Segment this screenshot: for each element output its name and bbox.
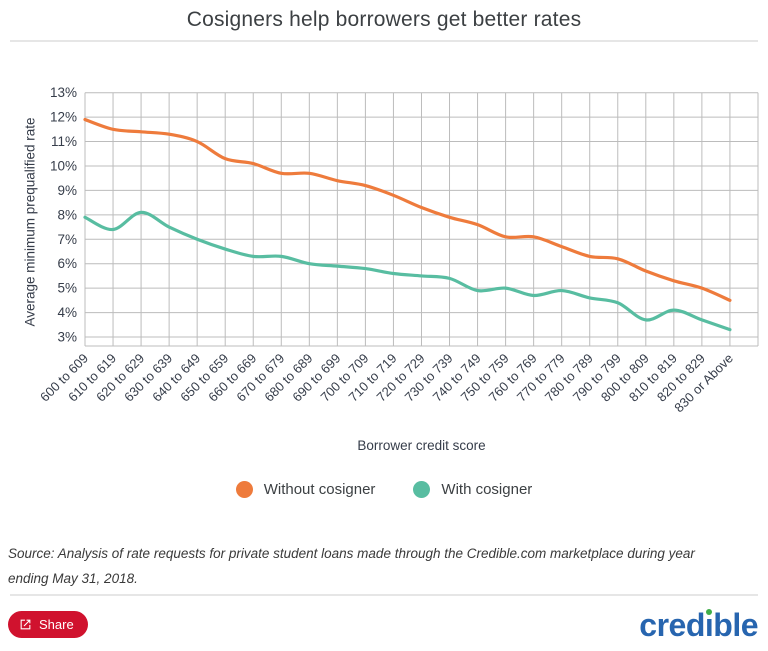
footer-divider	[10, 594, 758, 596]
y-tick-label: 3%	[57, 330, 77, 345]
legend-item-with-cosigner: With cosigner	[413, 481, 532, 498]
y-tick-label: 4%	[57, 305, 77, 320]
source-note-line1: Source: Analysis of rate requests for pr…	[8, 546, 695, 561]
legend-swatch-orange	[235, 481, 253, 498]
logo-i-letter: ı	[704, 607, 714, 643]
x-axis-title: Borrower credit score	[357, 438, 486, 453]
series-line-with-cosigner	[83, 210, 732, 332]
source-note: Source: Analysis of rate requests for pr…	[8, 541, 760, 591]
y-tick-label: 8%	[57, 207, 77, 222]
legend: Without cosigner With cosigner	[0, 481, 768, 498]
y-tick-label: 7%	[57, 232, 77, 247]
legend-label: Without cosigner	[263, 481, 376, 498]
legend-item-without-cosigner: Without cosigner	[235, 481, 376, 498]
legend-swatch-teal	[413, 481, 431, 498]
y-tick-label: 9%	[57, 183, 77, 198]
y-tick-label: 13%	[50, 85, 77, 100]
credible-logo[interactable]: credı ble	[639, 606, 758, 644]
source-note-line2: ending May 31, 2018.	[8, 571, 138, 586]
title-divider	[10, 40, 758, 42]
line-chart: 3%4%5%6%7%8%9%10%11%12%13%600 to 609610 …	[37, 85, 759, 415]
share-icon	[19, 618, 32, 631]
y-tick-label: 6%	[57, 256, 77, 271]
logo-text-post: ble	[713, 607, 758, 643]
y-tick-label: 11%	[51, 134, 77, 149]
share-button[interactable]: Share	[8, 611, 88, 638]
y-tick-label: 5%	[57, 281, 77, 296]
logo-text-pre: cred	[639, 607, 705, 643]
chart-title: Cosigners help borrowers get better rate…	[186, 8, 582, 31]
logo-green-dot-icon	[705, 609, 712, 615]
y-tick-label: 10%	[50, 158, 77, 173]
y-tick-label: 12%	[50, 110, 77, 125]
share-button-label: Share	[39, 617, 74, 632]
y-axis-title: Average minimum prequalified rate	[22, 117, 38, 327]
legend-label: With cosigner	[441, 481, 533, 498]
series-line-without-cosigner	[83, 117, 732, 302]
